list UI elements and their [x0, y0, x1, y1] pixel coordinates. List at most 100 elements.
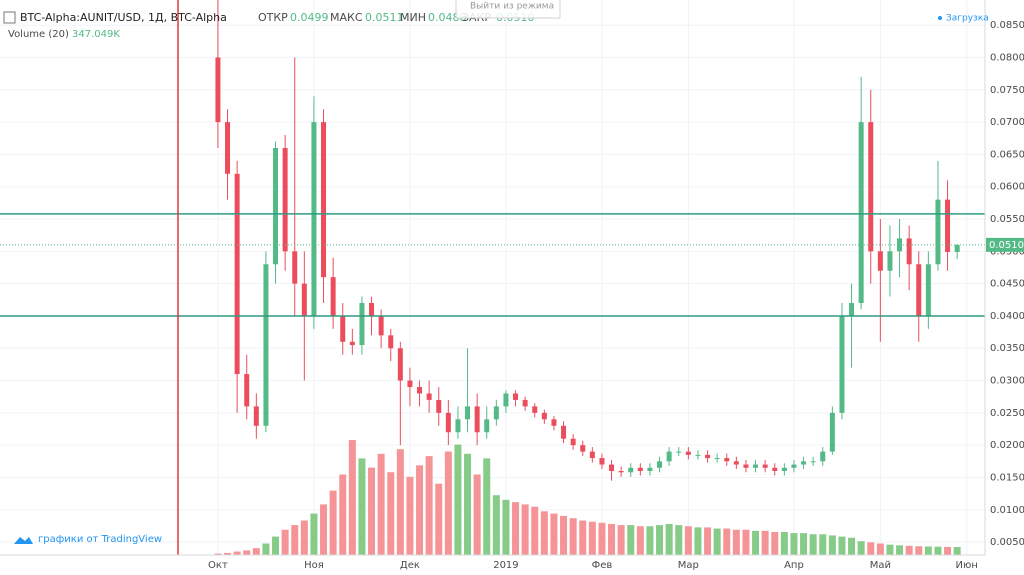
- candle-body: [397, 348, 403, 381]
- candle-body: [801, 461, 807, 465]
- y-tick-label: 0.0100: [990, 505, 1024, 516]
- volume-bar: [896, 545, 904, 555]
- candle-body: [359, 303, 365, 346]
- volume-bar: [483, 458, 491, 555]
- x-tick-label: Ноя: [304, 560, 324, 571]
- candle-body: [849, 303, 855, 316]
- candle-body: [474, 406, 480, 433]
- candle-body: [465, 406, 471, 420]
- y-tick-label: 0.0650: [990, 149, 1024, 160]
- candle-body: [580, 445, 586, 452]
- volume-bar: [320, 504, 328, 555]
- candle-body: [753, 464, 759, 468]
- branding[interactable]: графики от TradingView: [38, 534, 162, 545]
- candle-body: [330, 277, 336, 316]
- candle-body: [551, 419, 557, 426]
- candle-body: [829, 412, 835, 452]
- candle-body: [772, 467, 778, 472]
- volume-bar: [550, 513, 558, 555]
- volume-bar: [953, 547, 961, 555]
- volume-bar: [521, 504, 529, 555]
- candle-body: [282, 147, 288, 252]
- y-tick-label: 0.0350: [990, 343, 1024, 354]
- volume-bar: [684, 526, 692, 555]
- volume-bar: [828, 535, 836, 555]
- candle-body: [253, 406, 259, 426]
- volume-bar: [838, 536, 846, 555]
- candle-body: [897, 238, 903, 252]
- volume-bar: [368, 467, 376, 555]
- x-tick-label: Июн: [956, 560, 978, 571]
- volume-bar: [915, 546, 923, 555]
- volume-bar: [473, 474, 481, 555]
- candle-body: [244, 374, 250, 407]
- volume-bar: [723, 528, 731, 555]
- candle-body: [820, 451, 826, 462]
- candle-body: [743, 464, 749, 468]
- volume-bar: [310, 513, 318, 555]
- volume-bar: [857, 541, 865, 555]
- volume-bar: [531, 506, 539, 555]
- volume-bar: [944, 546, 952, 555]
- candle-body: [321, 122, 327, 278]
- volume-bar: [579, 520, 587, 555]
- candle-body: [426, 393, 432, 400]
- volume-bar: [406, 476, 414, 555]
- candle-body: [628, 467, 634, 473]
- volume-bar: [281, 529, 289, 555]
- volume-bar: [291, 525, 299, 555]
- loading: Загрузка: [946, 14, 989, 24]
- x-tick-label: 2019: [493, 560, 518, 571]
- candle-body: [733, 461, 739, 465]
- collapse-icon[interactable]: [3, 11, 16, 24]
- candle-body: [781, 467, 787, 472]
- volume-bar: [665, 523, 673, 555]
- volume-bar: [396, 449, 404, 555]
- candle-body: [810, 461, 816, 463]
- candle-body: [311, 122, 317, 316]
- volume-bar: [876, 543, 884, 555]
- volume-bar: [435, 483, 443, 555]
- logo[interactable]: [14, 537, 33, 544]
- y-tick-label: 0.0400: [990, 311, 1024, 322]
- y-tick-label: 0.0450: [990, 279, 1024, 290]
- candle-body: [676, 451, 682, 453]
- x-tick-label: Окт: [208, 560, 228, 571]
- volume-bar: [464, 453, 472, 555]
- plot: [0, 0, 985, 555]
- candle-body: [695, 454, 701, 456]
- candle-body: [493, 406, 499, 420]
- loading-dot: [938, 16, 942, 20]
- volume-bar: [608, 523, 616, 555]
- y-tick-label: 0.0600: [990, 182, 1024, 193]
- y-tick-label: 0.0050: [990, 537, 1024, 548]
- volume-bar: [300, 520, 308, 555]
- y-tick-label: 0.0850: [990, 20, 1024, 31]
- volume-bar: [617, 525, 625, 555]
- volume-bar: [752, 530, 760, 555]
- volume-bar: [252, 548, 260, 555]
- volume-bar: [675, 525, 683, 555]
- volume-bar: [886, 544, 894, 555]
- last-price-tag: [986, 237, 1024, 252]
- candle-body: [292, 251, 298, 284]
- open-value: 0.0499: [290, 11, 329, 24]
- candle-body: [417, 387, 423, 394]
- candle-body: [273, 147, 279, 265]
- volume-bar: [924, 546, 932, 555]
- time-axis: [0, 555, 985, 575]
- volume-bar: [790, 533, 798, 555]
- candle-body: [263, 264, 269, 426]
- candle-body: [858, 122, 864, 304]
- volume-bar: [329, 490, 337, 555]
- candle-body: [561, 425, 567, 439]
- candle-body: [349, 341, 355, 346]
- candle-body: [225, 122, 231, 174]
- volume-bar: [560, 515, 568, 555]
- candle-body: [522, 399, 528, 407]
- candle-body: [877, 251, 883, 271]
- y-tick-label: 0.0800: [990, 53, 1024, 64]
- candle-body: [714, 458, 720, 460]
- volume-bar: [934, 546, 942, 555]
- candle-body: [685, 451, 691, 455]
